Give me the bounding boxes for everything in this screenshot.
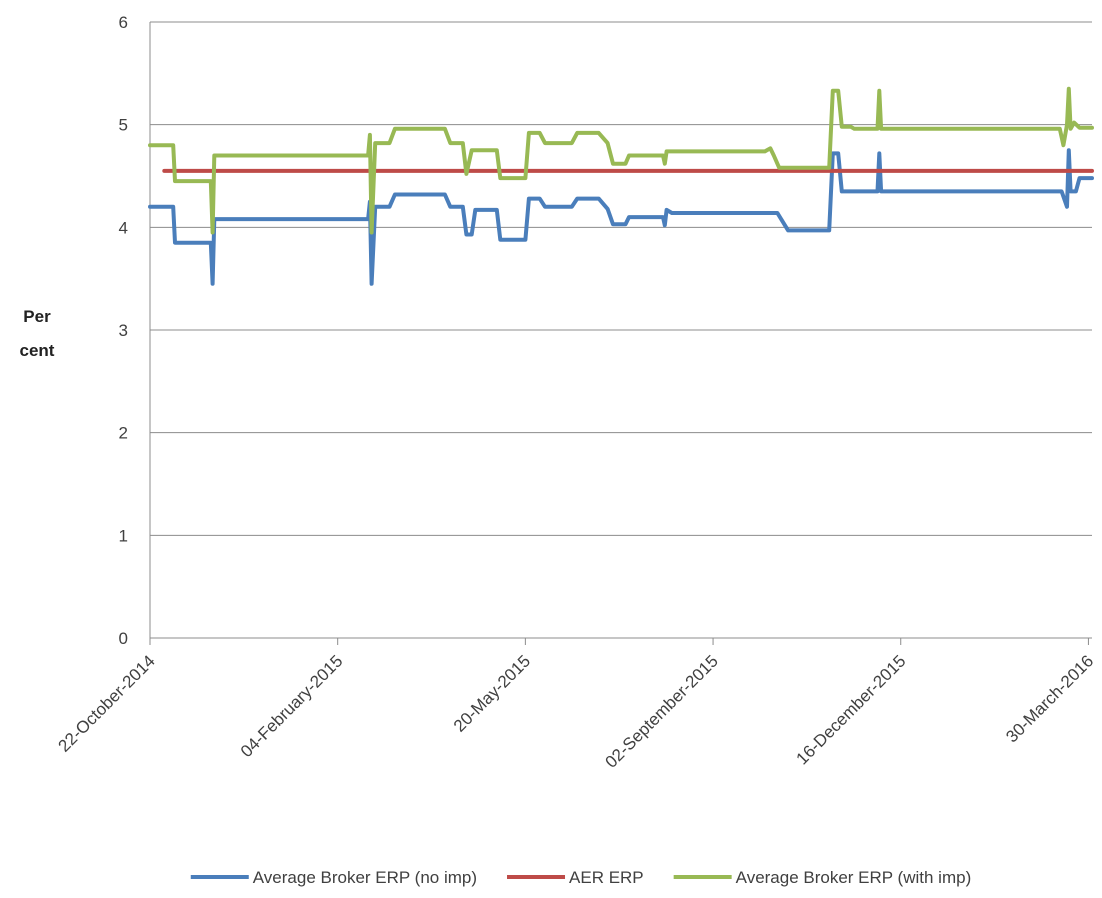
- x-tick-label: 20-May-2015: [450, 651, 534, 735]
- y-axis-label-line2: cent: [20, 341, 55, 360]
- y-tick-label: 0: [119, 629, 128, 648]
- x-tick-label: 04-February-2015: [237, 651, 347, 761]
- y-tick-label: 1: [119, 526, 128, 545]
- x-tick-label: 22-October-2014: [55, 651, 159, 755]
- y-tick-label: 3: [119, 321, 128, 340]
- x-tick-label: 30-March-2016: [1002, 651, 1097, 746]
- legend: Average Broker ERP (no imp) AER ERP Averag…: [190, 868, 972, 887]
- y-axis-label-line1: Per: [23, 307, 51, 326]
- gridlines: [150, 21, 1092, 536]
- y-tick-label: 2: [119, 424, 128, 443]
- series-line-1: [148, 148, 1094, 286]
- x-tick-label: 16-December-2015: [793, 651, 910, 768]
- y-axis-ticks: 0 1 2 3 4 5 6: [119, 13, 128, 648]
- series-lines: [148, 86, 1094, 286]
- x-tick-label: 02-September-2015: [602, 651, 722, 771]
- y-tick-label: 6: [119, 13, 128, 32]
- y-tick-label: 5: [119, 116, 128, 135]
- y-tick-label: 4: [119, 218, 128, 237]
- legend-label-2: AER ERP: [569, 868, 644, 887]
- legend-label-1: Average Broker ERP (no imp): [253, 868, 477, 887]
- series-line-3: [148, 86, 1094, 235]
- legend-label-3: Average Broker ERP (with imp): [736, 868, 972, 887]
